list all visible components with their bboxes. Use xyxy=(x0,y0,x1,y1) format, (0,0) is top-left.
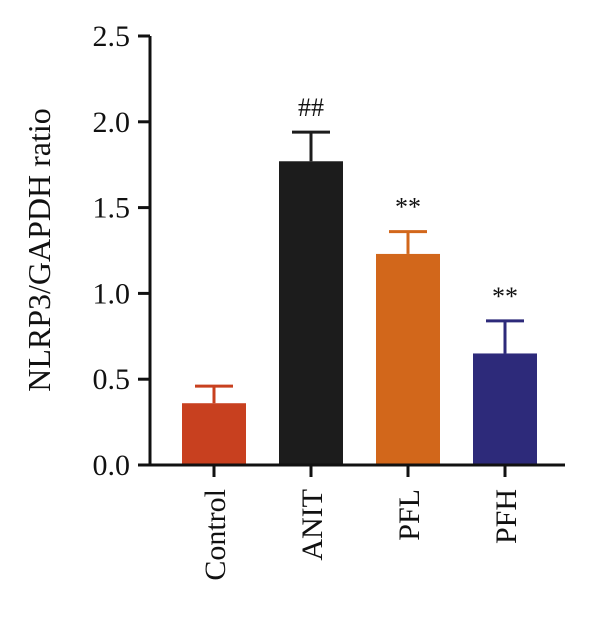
y-tick-label: 1.0 xyxy=(93,277,131,310)
x-tick-label: Control xyxy=(199,489,232,581)
bar-group-pfl: ** xyxy=(376,193,440,465)
x-axis: Control ANIT PFL PFH xyxy=(148,463,565,581)
significance-label: ## xyxy=(298,93,324,122)
y-axis-title: NLRP3/GAPDH ratio xyxy=(21,108,57,392)
significance-label: ** xyxy=(492,282,518,311)
bar-group-control xyxy=(182,384,246,465)
y-tick-label: 1.5 xyxy=(93,192,131,225)
bar-group-anit: ## xyxy=(279,93,343,465)
x-tick-label: PFL xyxy=(393,489,426,541)
y-tick-label: 0.5 xyxy=(93,363,131,396)
y-tick-label: 0.0 xyxy=(93,449,131,482)
bar-group-pfh: ** xyxy=(473,282,537,465)
x-tick-label: ANIT xyxy=(296,489,329,561)
x-tick-label: PFH xyxy=(490,489,523,544)
bar-pfl xyxy=(376,253,440,465)
bar-control xyxy=(182,403,246,465)
bars-group: ## ** ** xyxy=(182,93,537,465)
y-tick-label: 2.5 xyxy=(93,20,131,53)
bar-pfh xyxy=(473,353,537,465)
significance-label: ** xyxy=(395,193,421,222)
y-tick-label: 2.0 xyxy=(93,106,131,139)
y-axis: 0.0 0.5 1.0 1.5 2.0 2.5 xyxy=(93,20,152,482)
bar-anit xyxy=(279,161,343,465)
